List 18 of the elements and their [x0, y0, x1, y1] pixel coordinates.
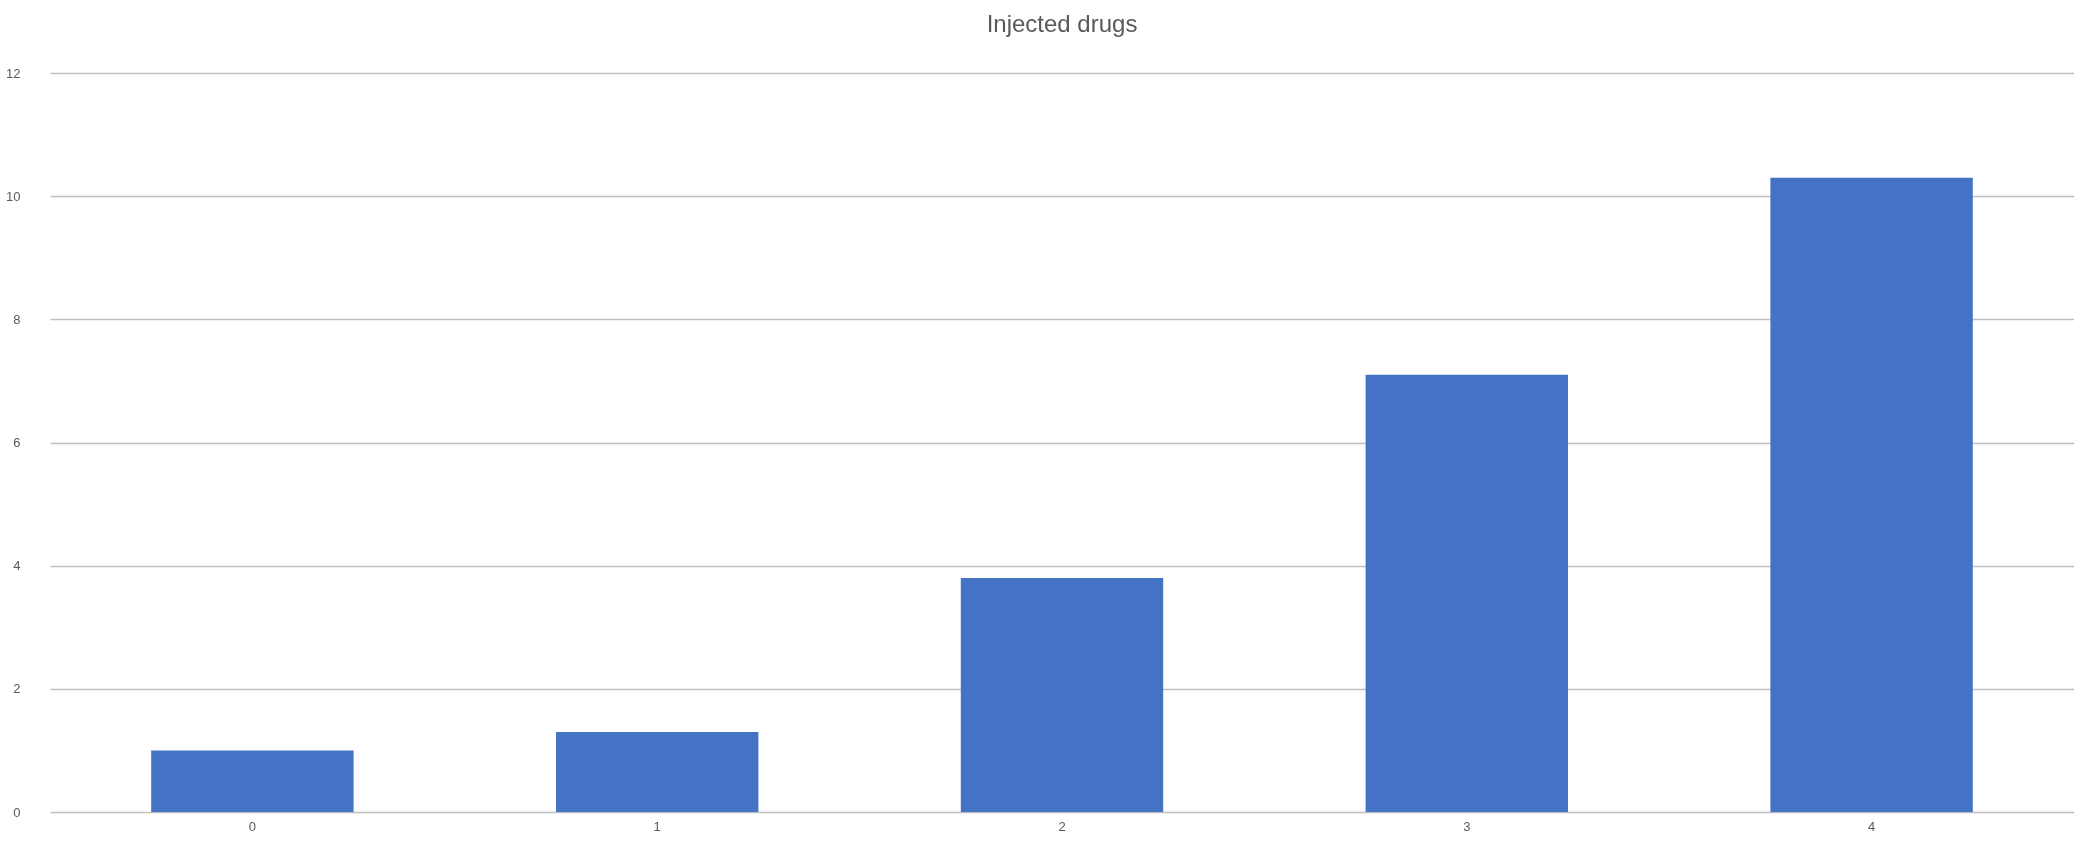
y-tick-label: 10 [6, 188, 21, 204]
bar [1365, 374, 1568, 812]
y-tick-label: 0 [13, 804, 21, 820]
bar [556, 731, 759, 812]
y-tick-label: 4 [13, 558, 21, 574]
x-tick-label: 1 [653, 818, 661, 834]
chart-title: Injected drugs [986, 10, 1138, 37]
x-tick-label: 3 [1463, 818, 1471, 834]
x-tick-label: 4 [1867, 818, 1876, 834]
y-tick-label: 8 [13, 311, 21, 327]
y-tick-label: 2 [13, 681, 21, 697]
bar [960, 577, 1164, 812]
y-tick-label: 12 [6, 65, 21, 81]
x-tick-label: 0 [248, 818, 257, 834]
bar [1770, 177, 1973, 812]
y-tick-label: 6 [13, 435, 21, 450]
x-tick-label: 2 [1058, 818, 1066, 834]
bar [151, 750, 354, 812]
